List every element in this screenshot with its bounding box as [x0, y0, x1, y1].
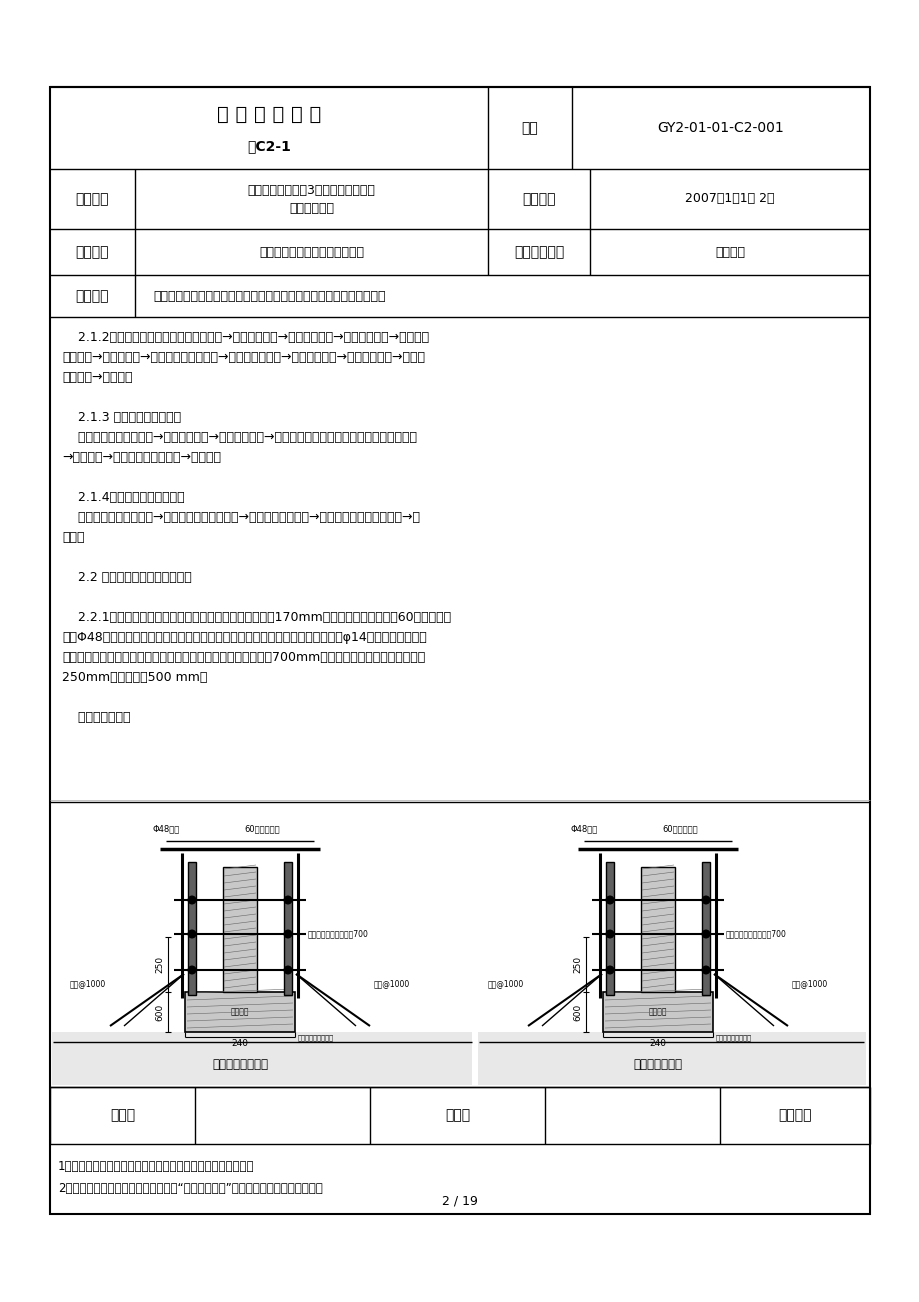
Circle shape [701, 896, 709, 904]
Bar [606, 862, 613, 995]
Bar [478, 1032, 865, 1085]
Text: 模板支撑见下图: 模板支撑见下图 [62, 711, 130, 724]
Text: 1、本表由施工单位填写，交底单位与被交底单位各保存一份。: 1、本表由施工单位填写，交底单位与被交底单位各保存一份。 [58, 1160, 255, 1173]
Text: 240: 240 [232, 1039, 248, 1048]
Text: 审核人: 审核人 [109, 1108, 135, 1122]
Text: 水螺栓进行对拉，反梁穿墙螺栓为一般螺栓，螺杆的水平间距为700mm，竖向间距为第一道距模板底口: 水螺栓进行对拉，反梁穿墙螺栓为一般螺栓，螺杆的水平间距为700mm，竖向间距为第… [62, 651, 425, 664]
Text: 2.1.4洞口模板施工工艺流程: 2.1.4洞口模板施工工艺流程 [62, 491, 185, 504]
Text: 编号: 编号 [521, 121, 538, 135]
Bar [641, 867, 675, 992]
Text: 板，Φ48锂管做背楞，侧向接受锂管支撑与马登锂筋焊接固定。导墙穿墙螺栓接受φ14滚轧满丝三接头止: 板，Φ48锂管做背楞，侧向接受锂管支撑与马登锂筋焊接固定。导墙穿墙螺栓接受φ14… [62, 631, 426, 644]
Bar [185, 992, 295, 1032]
Circle shape [284, 966, 291, 974]
Text: 一侧模板→穿对拉螺栓→安装下层另一侧模板→安装上层的模板→紧固穿墙螺栓→搞设模板支撑→校正模: 一侧模板→穿对拉螺栓→安装下层另一侧模板→安装上层的模板→紧固穿墙螺栓→搞设模板… [62, 352, 425, 365]
Text: 外墙导墙模板支设: 外墙导墙模板支设 [211, 1059, 267, 1072]
Bar [52, 1032, 471, 1085]
Bar [222, 867, 256, 992]
Text: 工程名称: 工程名称 [75, 191, 109, 206]
Text: 被交底人: 被交底人 [777, 1108, 811, 1122]
Text: 2.1.2墙体支模工艺流程：弹模板就位线→搞设操作平台→安装洞口模板→安装下层角模→安装下层: 2.1.2墙体支模工艺流程：弹模板就位线→搞设操作平台→安装洞口模板→安装下层角… [62, 331, 428, 344]
Text: 250: 250 [573, 956, 582, 973]
Text: GY2-01-01-C2-001: GY2-01-01-C2-001 [657, 121, 784, 135]
Text: 锂管@1000: 锂管@1000 [374, 979, 410, 988]
Circle shape [701, 966, 709, 974]
Bar [701, 862, 709, 995]
Text: 2 / 19: 2 / 19 [442, 1194, 477, 1207]
Text: 250mm，其他均为500 mm。: 250mm，其他均为500 mm。 [62, 671, 207, 684]
Text: 锂筋与混凝土接触面: 锂筋与混凝土接触面 [298, 1034, 334, 1040]
Text: 依据图纸进行模板加工→拼装模板成为一个整体→模板整体安装就位→调整模板的位置和垂直度→检: 依据图纸进行模板加工→拼装模板成为一个整体→模板整体安装就位→调整模板的位置和垂… [62, 510, 420, 523]
Text: 600: 600 [573, 1004, 582, 1021]
Circle shape [606, 966, 613, 974]
Text: 240: 240 [649, 1039, 665, 1048]
Text: 基础梁模板支设: 基础梁模板支设 [633, 1059, 682, 1072]
Circle shape [701, 930, 709, 937]
Text: 分项工程名称: 分项工程名称 [514, 245, 563, 259]
Text: 锂管@1000: 锂管@1000 [487, 979, 524, 988]
Text: 250: 250 [154, 956, 164, 973]
Text: 2、当做分项施工技术交底时，应填写“分项工程名称”栏，其他技术交底可不填写。: 2、当做分项施工技术交底时，应填写“分项工程名称”栏，其他技术交底可不填写。 [58, 1182, 323, 1195]
Circle shape [606, 896, 613, 904]
Text: 基础反梁: 基础反梁 [648, 1008, 666, 1017]
Text: 交底提要: 交底提要 [75, 289, 109, 303]
Text: 2007年1月1日 2日: 2007年1月1日 2日 [685, 193, 774, 206]
Circle shape [188, 930, 196, 937]
Circle shape [284, 896, 291, 904]
Text: 地下室墙体、柱模板的施工會备、工艺流程、质量要求以及其他措施等: 地下室墙体、柱模板的施工會备、工艺流程、质量要求以及其他措施等 [153, 289, 385, 302]
Text: 技 术 交 底 记 录: 技 术 交 底 记 录 [217, 105, 321, 124]
Text: 600: 600 [154, 1004, 164, 1021]
Text: 交底人: 交底人 [445, 1108, 470, 1122]
Text: 基础反梁: 基础反梁 [231, 1008, 249, 1017]
Circle shape [188, 966, 196, 974]
Circle shape [284, 930, 291, 937]
Text: 2.2 地下室导墙及反梁模板做法: 2.2 地下室导墙及反梁模板做法 [62, 572, 191, 585]
Text: 施工单位: 施工单位 [75, 245, 109, 259]
Text: 板垂直度→检查验收: 板垂直度→检查验收 [62, 371, 132, 384]
Text: 锂管@1000: 锂管@1000 [791, 979, 827, 988]
Circle shape [188, 896, 196, 904]
Text: 交底日期: 交底日期 [522, 191, 555, 206]
Text: 中国建筑一局（集团）有限公司: 中国建筑一局（集团）有限公司 [259, 246, 364, 259]
Text: Φ48锂管: Φ48锂管 [570, 824, 597, 833]
Text: 60系列小锂模: 60系列小锂模 [244, 824, 279, 833]
Text: 锂管@1000: 锂管@1000 [70, 979, 106, 988]
Circle shape [606, 930, 613, 937]
Text: Φ48锂管: Φ48锂管 [153, 824, 180, 833]
Text: 查验收: 查验收 [62, 531, 85, 544]
Text: 对拉止水螺栓水平间距700: 对拉止水螺栓水平间距700 [725, 930, 786, 939]
Bar [187, 862, 196, 995]
Text: 2.1.3 柱模板施工工艺流程: 2.1.3 柱模板施工工艺流程 [62, 411, 181, 424]
Text: 弹模板位置线和掌握线→搞设操作平台→模板吸装就位→设置模板的支撑体系并初步调整模板垂直度: 弹模板位置线和掌握线→搞设操作平台→模板吸装就位→设置模板的支撑体系并初步调整模… [62, 431, 416, 444]
Text: 2.2.1本工程底板为筏板基础，导墙模板为基础反梁向上170mm，反梁及导墙侧模接受60系列小锂模: 2.2.1本工程底板为筏板基础，导墙模板为基础反梁向上170mm，反梁及导墙侧模… [62, 611, 450, 624]
Text: 锂筋与混凝土接触面: 锂筋与混凝土接触面 [715, 1034, 751, 1040]
Bar [284, 862, 291, 995]
Text: 用房西楼工程: 用房西楼工程 [289, 202, 334, 215]
Text: 对拉止水螺栓水平间距700: 对拉止水螺栓水平间距700 [308, 930, 369, 939]
Text: 北京首都国际机场3号航站楼旅客过夜: 北京首都国际机场3号航站楼旅客过夜 [247, 184, 375, 197]
Text: →加固模板→调整校正模板垂直度→检查验收: →加固模板→调整校正模板垂直度→检查验收 [62, 450, 221, 464]
Text: 表C2-1: 表C2-1 [247, 139, 290, 154]
Text: 60系列小锂模: 60系列小锂模 [662, 824, 697, 833]
Text: 模板工程: 模板工程 [714, 246, 744, 259]
Bar [602, 992, 712, 1032]
Bar [50, 87, 869, 1213]
